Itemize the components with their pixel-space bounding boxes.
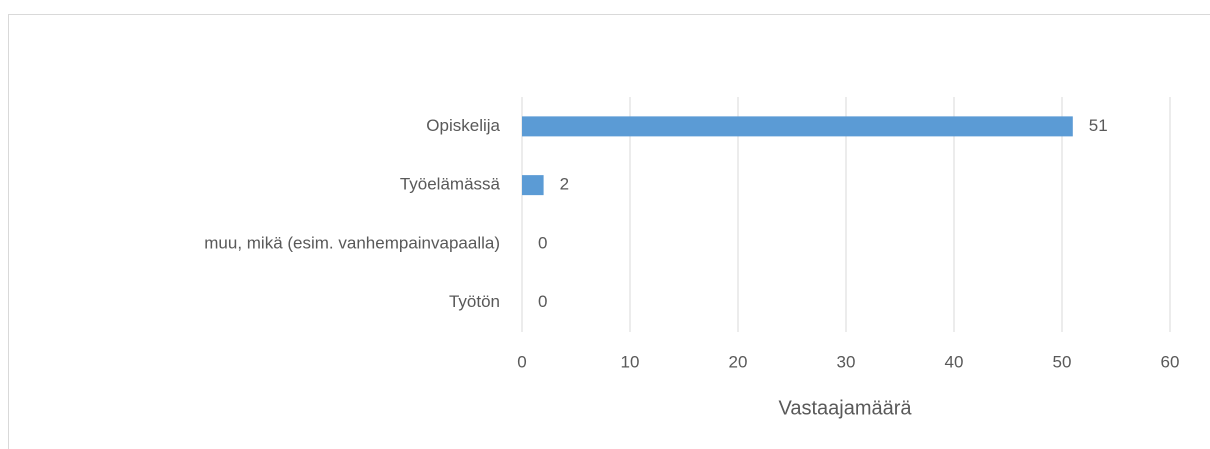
bar [522,116,1073,137]
y-tick-label: Työtön [449,292,500,311]
bar [522,175,544,196]
data-label: 2 [560,175,569,194]
x-tick-label: 30 [837,352,856,371]
y-tick-label: Opiskelija [426,116,500,135]
data-label: 0 [538,233,547,252]
x-tick-label: 0 [517,352,526,371]
y-tick-label: muu, mikä (esim. vanhempainvapaalla) [204,233,500,252]
x-tick-label: 20 [729,352,748,371]
x-tick-label: 50 [1053,352,1072,371]
y-tick-label: Työelämässä [400,175,501,194]
data-label: 0 [538,292,547,311]
x-tick-label: 10 [621,352,640,371]
data-label: 51 [1089,116,1108,135]
chart-frame [8,14,1210,449]
x-axis-title: Vastaajamäärä [778,397,912,419]
x-tick-label: 40 [945,352,964,371]
x-tick-label: 60 [1161,352,1180,371]
